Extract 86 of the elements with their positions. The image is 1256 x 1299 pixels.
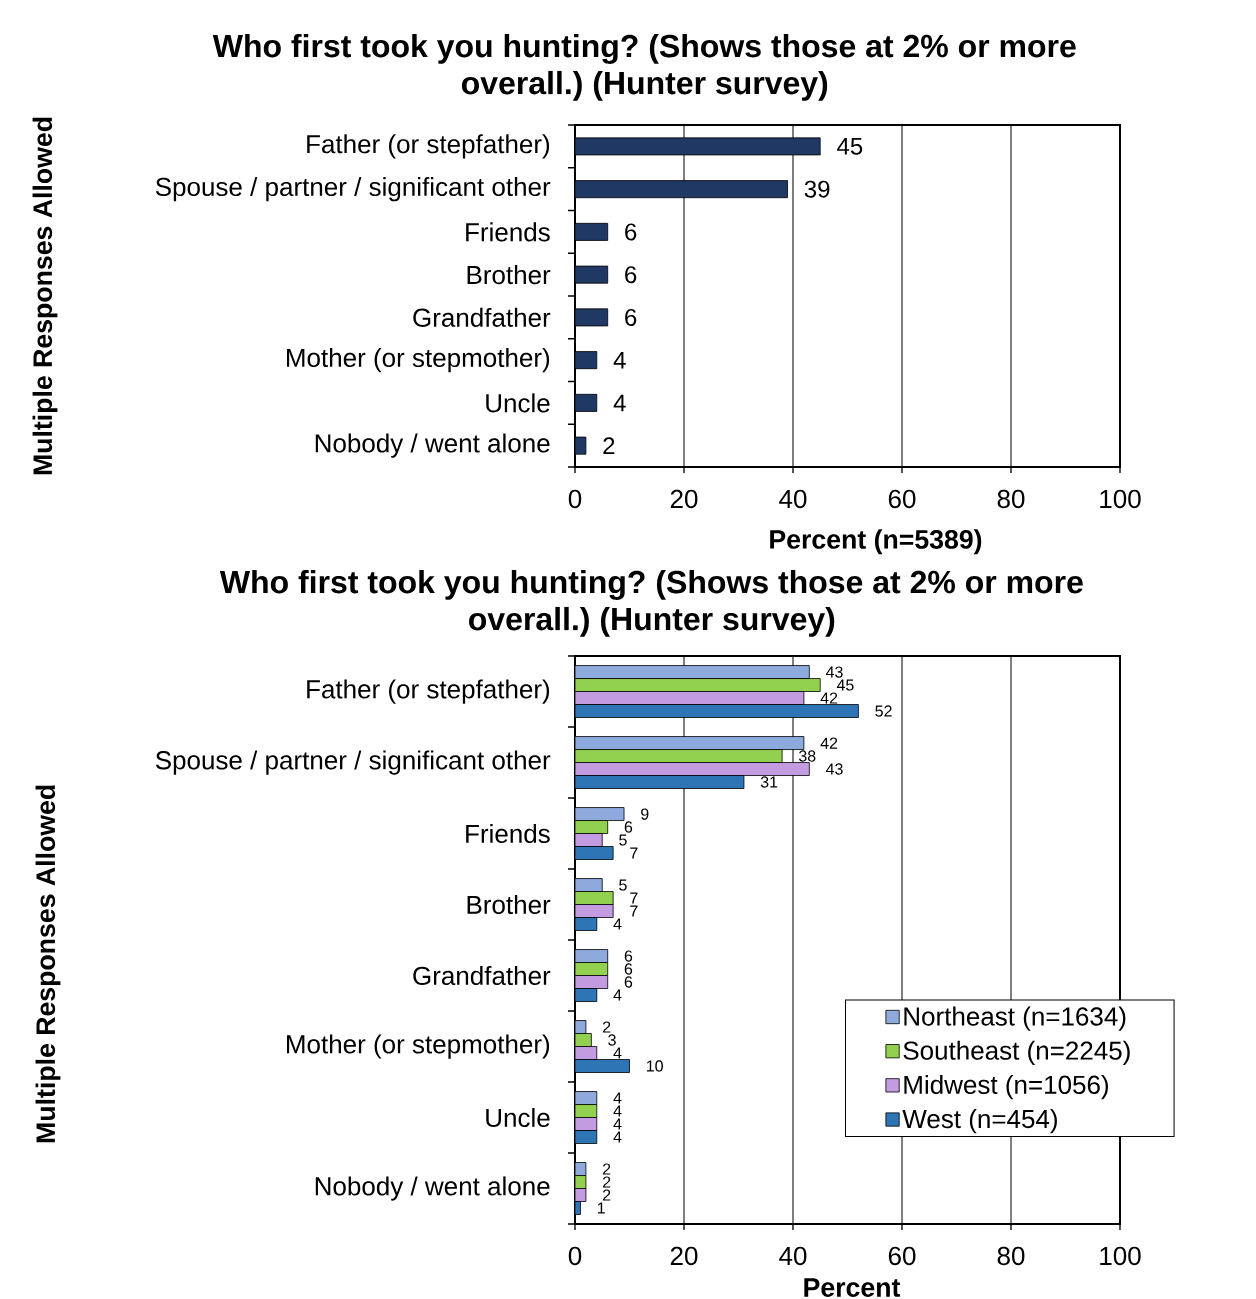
data-label: 6 <box>624 821 633 833</box>
y-axis-title: Multiple Responses Allowed <box>32 117 58 475</box>
x-tick-label: 40 <box>779 489 807 509</box>
data-label: 3 <box>608 1034 616 1046</box>
y-tick-label: Friends <box>466 222 550 242</box>
data-label: 43 <box>825 763 843 775</box>
data-label: 4 <box>613 1105 622 1117</box>
y-tick-label: Grandfather <box>413 965 551 986</box>
data-label: 45 <box>837 138 863 155</box>
x-tick-label: 40 <box>779 1246 807 1266</box>
y-tick-label: Mother (or stepmother) <box>286 348 550 373</box>
bar <box>575 749 783 763</box>
x-tick-label: 80 <box>997 1246 1025 1266</box>
legend-label: Northeast (n=1634) <box>904 1006 1126 1031</box>
data-label: 7 <box>630 905 638 917</box>
data-label: 4 <box>613 989 622 1001</box>
data-label: 6 <box>625 308 637 326</box>
data-label: 4 <box>613 351 626 369</box>
x-axis-title: Percent (n=5389) <box>770 529 982 555</box>
data-label: 6 <box>625 223 637 241</box>
legend-label: Southeast (n=2245) <box>903 1040 1130 1065</box>
y-tick-label: Grandfather <box>413 307 551 327</box>
chart-title: Who first took you hunting? (Shows those at 2% or more overall.) (Hunter survey) <box>219 569 1083 637</box>
x-tick-label: 100 <box>1100 1246 1141 1266</box>
data-label: 10 <box>646 1060 663 1072</box>
bar <box>575 736 805 750</box>
bar <box>575 665 810 679</box>
data-label: 5 <box>619 834 627 846</box>
data-label: 39 <box>804 180 830 198</box>
data-label: 45 <box>836 679 854 691</box>
x-tick-label: 0 <box>568 489 582 509</box>
data-label: 9 <box>641 808 649 820</box>
y-tick-label: Mother (or stepmother) <box>286 1034 550 1059</box>
data-label: 31 <box>760 776 778 788</box>
data-label: 4 <box>613 1047 622 1059</box>
bar <box>575 137 821 156</box>
legend-label: Midwest (n=1056) <box>904 1074 1108 1100</box>
data-label: 4 <box>613 394 626 412</box>
y-tick-label: Nobody / went alone <box>315 433 550 458</box>
x-axis-title: Percent <box>804 1278 901 1297</box>
x-tick-label: 80 <box>997 489 1025 509</box>
data-label: 42 <box>820 692 838 704</box>
data-label: 2 <box>603 437 615 455</box>
bar <box>575 180 788 199</box>
y-axis-title: Multiple Responses Allowed <box>35 785 61 1143</box>
y-tick-label: Brother <box>467 265 551 285</box>
data-label: 42 <box>820 737 838 749</box>
y-tick-label: Uncle <box>486 1107 550 1128</box>
data-label: 43 <box>825 666 843 678</box>
data-label: 6 <box>625 266 637 284</box>
y-tick-label: Brother <box>467 894 551 915</box>
data-label: 2 <box>602 1021 611 1033</box>
data-label: 4 <box>613 918 622 930</box>
y-tick-label: Nobody / went alone <box>315 1176 550 1201</box>
bar <box>575 691 805 705</box>
data-label: 4 <box>613 1092 622 1104</box>
x-tick-label: 60 <box>888 489 916 509</box>
data-label: 2 <box>602 1189 611 1201</box>
x-tick-label: 20 <box>670 489 698 509</box>
data-label: 7 <box>630 847 638 859</box>
data-label: 38 <box>798 750 816 762</box>
data-label: 4 <box>613 1131 622 1143</box>
data-label: 2 <box>602 1163 611 1175</box>
y-tick-label: Spouse / partner / significant other <box>155 177 551 202</box>
y-tick-label: Father (or stepfather) <box>307 679 550 704</box>
chart-title: Who first took you hunting? (Shows those at 2% or more overall.) (Hunter survey) <box>212 33 1076 101</box>
y-tick-label: Uncle <box>486 393 550 413</box>
data-label: 52 <box>875 705 892 717</box>
x-tick-label: 60 <box>888 1246 916 1266</box>
data-label: 6 <box>624 976 633 988</box>
bar <box>575 678 821 692</box>
x-tick-label: 100 <box>1100 489 1141 509</box>
data-label: 1 <box>597 1202 605 1214</box>
y-tick-label: Father (or stepfather) <box>307 134 550 159</box>
bar <box>575 762 810 776</box>
data-label: 6 <box>624 963 633 975</box>
y-tick-label: Friends <box>466 823 550 844</box>
data-label: 4 <box>613 1118 622 1130</box>
x-tick-label: 20 <box>670 1246 698 1266</box>
data-label: 5 <box>619 879 627 891</box>
legend-label: West (n=454) <box>902 1109 1057 1134</box>
data-label: 7 <box>630 892 638 904</box>
y-tick-label: Spouse / partner / significant other <box>155 750 551 775</box>
data-label: 6 <box>624 950 633 962</box>
x-tick-label: 0 <box>568 1246 582 1266</box>
data-label: 2 <box>602 1176 611 1188</box>
